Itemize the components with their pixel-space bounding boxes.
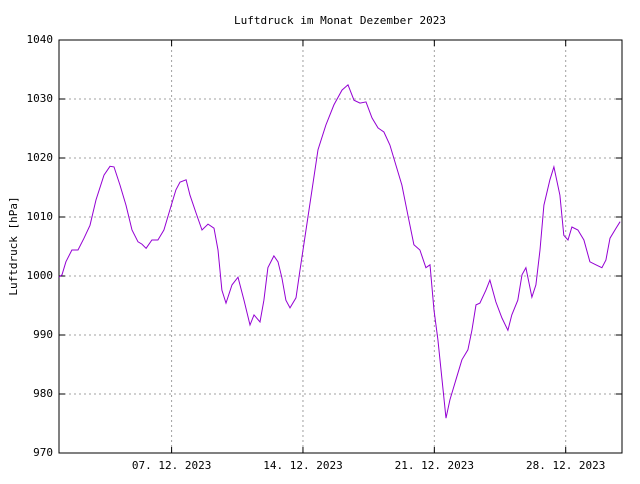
- data-line: [58, 83, 621, 419]
- y-tick-label: 1040: [27, 33, 54, 46]
- plot-frame: [58, 39, 623, 454]
- y-tick-label: 1030: [27, 92, 54, 105]
- x-tick-label: 14. 12. 2023: [263, 459, 342, 472]
- y-tick-label: 970: [33, 446, 53, 459]
- x-tick-label: 07. 12. 2023: [132, 459, 211, 472]
- x-tick-label: 21. 12. 2023: [395, 459, 474, 472]
- y-tick-label: 1000: [27, 269, 54, 282]
- chart-title: Luftdruck im Monat Dezember 2023: [234, 14, 446, 27]
- x-tick-label: 28. 12. 2023: [526, 459, 605, 472]
- y-tick-label: 980: [33, 387, 53, 400]
- y-tick-label: 990: [33, 328, 53, 341]
- y-tick-label: 1020: [27, 151, 54, 164]
- y-tick-label: 1010: [27, 210, 54, 223]
- y-axis-label: Luftdruck [hPa]: [7, 196, 20, 295]
